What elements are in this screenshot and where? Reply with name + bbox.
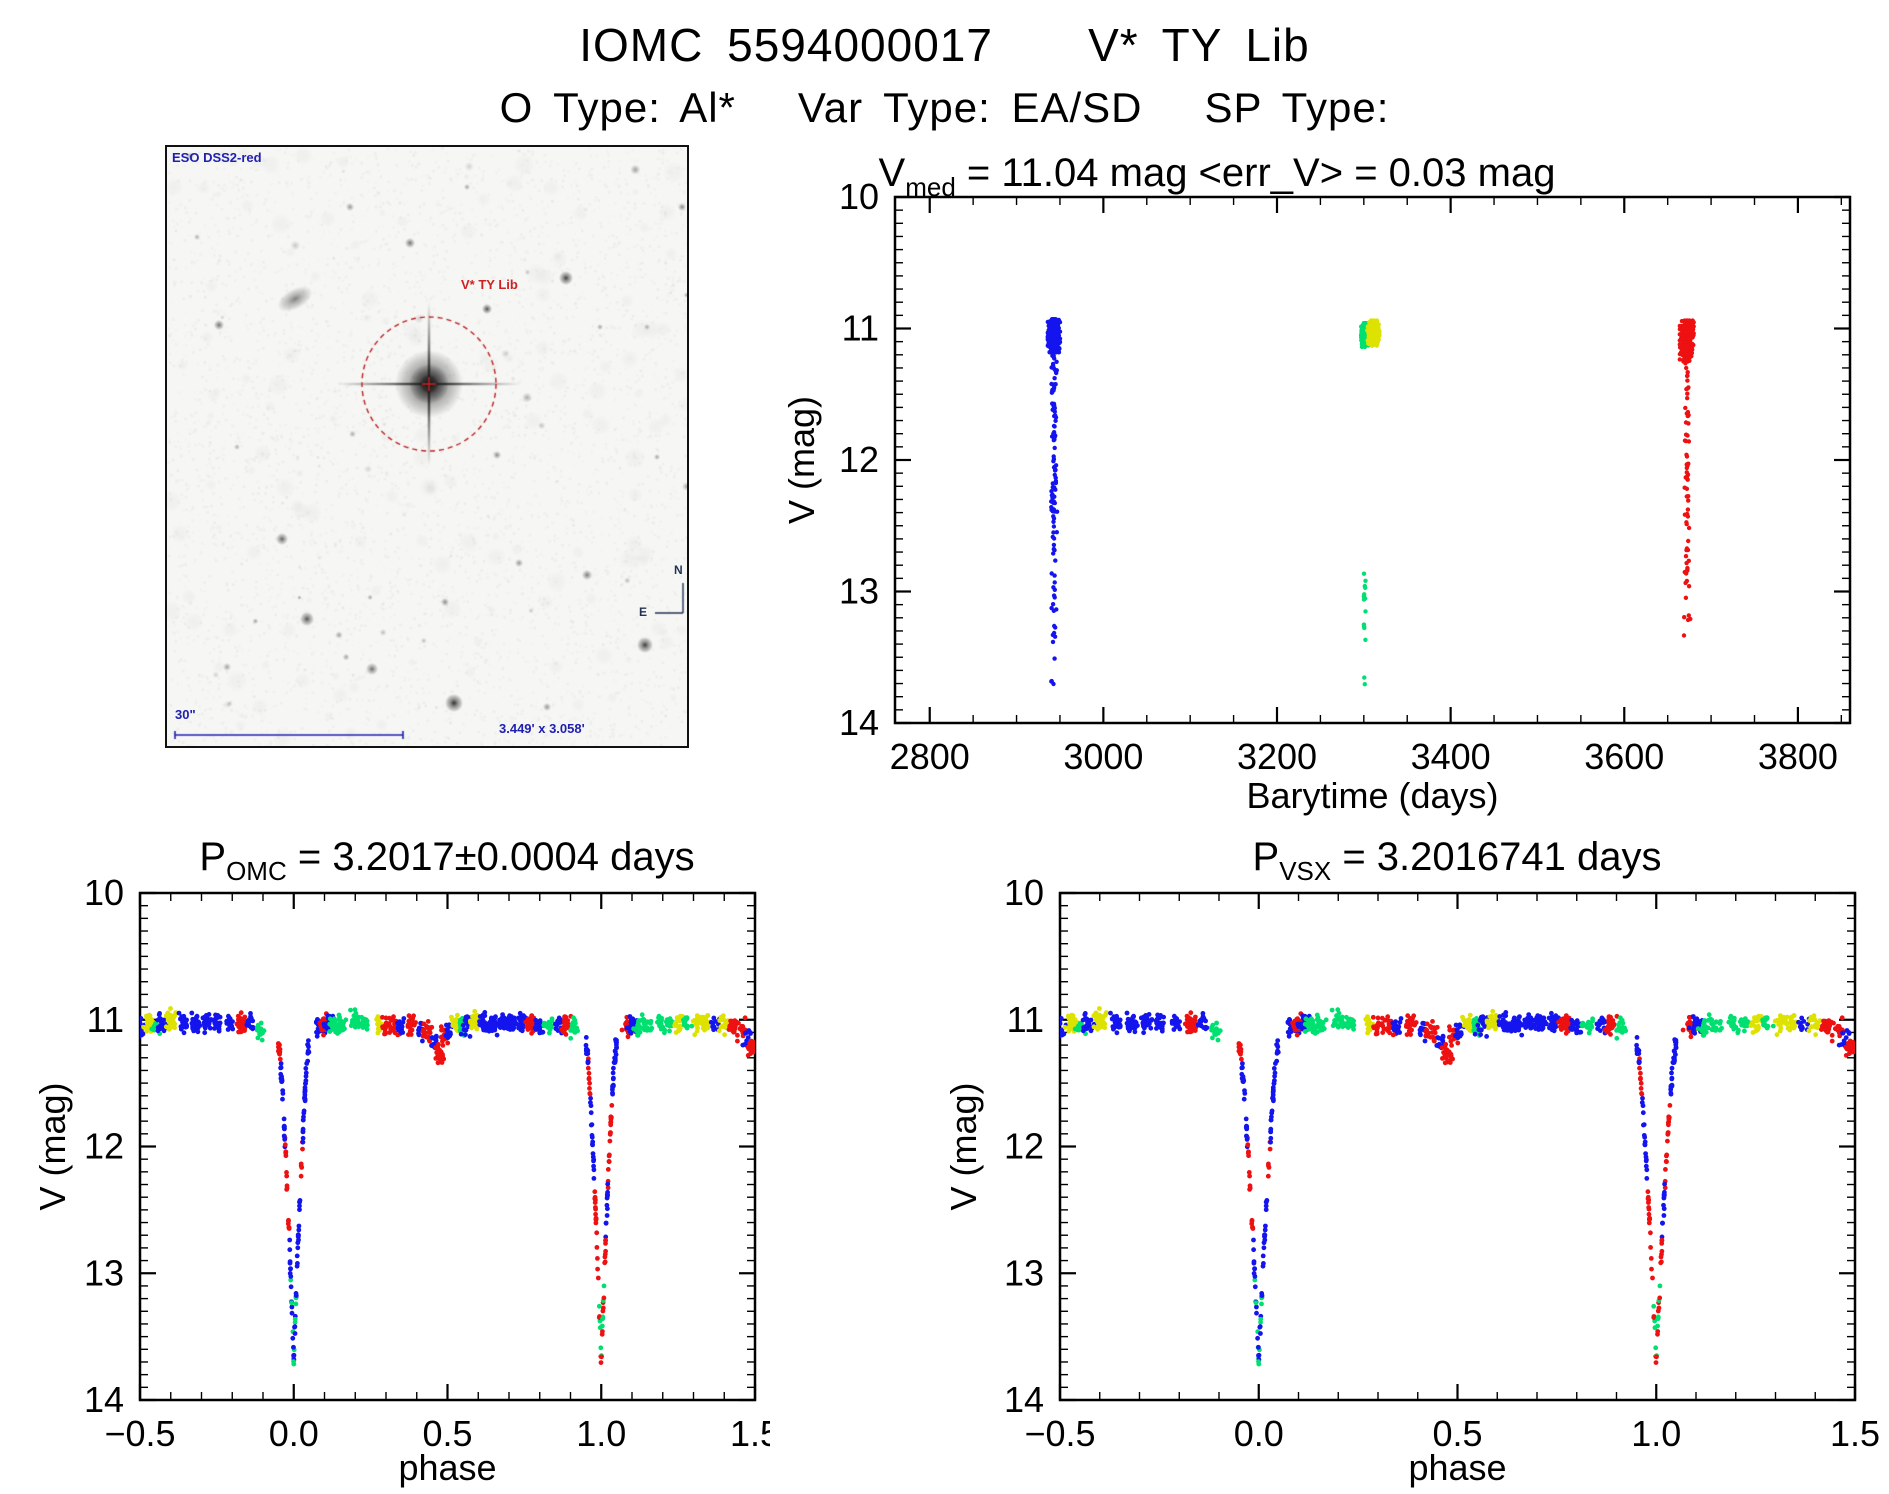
barytime-lightcurve-plot: 2800 3000 3200 3400 3600 3800 10 11 12 13 14 Baryti…: [781, 151, 1852, 816]
svg-text:V (mag): V (mag): [32, 1082, 73, 1210]
svg-text:10: 10: [1004, 872, 1044, 913]
svg-text:14: 14: [1004, 1379, 1044, 1420]
svg-text:phase: phase: [1408, 1447, 1506, 1488]
svg-text:V (mag): V (mag): [781, 396, 822, 524]
svg-text:−0.5: −0.5: [104, 1413, 175, 1454]
vsx-phase-folded-plot: −0.5 0.0 0.5 1.0 1.5 10 11 12 13 14 phase V (mag) PV…: [943, 835, 1880, 1488]
svg-text:PVSX = 3.2016741 days: PVSX = 3.2016741 days: [1253, 835, 1662, 886]
compass-north-label: N: [674, 563, 683, 577]
finding-chart: ESO DSS2-red V* TY Lib 30" 3.449' x 3.05…: [165, 145, 689, 748]
field-of-view-label: 3.449' x 3.058': [499, 721, 585, 736]
svg-text:Vmed = 11.04 mag <err_V> = 0.0: Vmed = 11.04 mag <err_V> = 0.03 mag: [879, 151, 1556, 202]
svg-text:0.0: 0.0: [269, 1413, 319, 1454]
svg-text:14: 14: [84, 1379, 124, 1420]
compass-east-label: E: [639, 605, 648, 619]
svg-text:13: 13: [84, 1252, 124, 1293]
svg-text:POMC = 3.2017±0.0004 days: POMC = 3.2017±0.0004 days: [199, 835, 694, 886]
svg-text:0.5: 0.5: [422, 1413, 472, 1454]
svg-text:13: 13: [1004, 1252, 1044, 1293]
svg-text:3000: 3000: [1063, 736, 1143, 777]
target-star-label: V* TY Lib: [461, 277, 518, 292]
omc-phase-folded-plot: −0.5 0.0 0.5 1.0 1.5 10 11 12 13 14 phase V (mag) PO…: [32, 835, 770, 1488]
svg-text:3200: 3200: [1237, 736, 1317, 777]
svg-text:10: 10: [839, 176, 879, 217]
svg-text:3600: 3600: [1584, 736, 1664, 777]
svg-text:3400: 3400: [1411, 736, 1491, 777]
page-subtitle: O Type: Al* Var Type: EA/SD SP Type:: [499, 84, 1390, 131]
svg-text:2800: 2800: [890, 736, 970, 777]
svg-text:3800: 3800: [1758, 736, 1838, 777]
svg-text:1.0: 1.0: [1631, 1413, 1681, 1454]
svg-text:−0.5: −0.5: [1024, 1413, 1095, 1454]
survey-label: ESO DSS2-red: [172, 150, 262, 165]
svg-text:1.0: 1.0: [576, 1413, 626, 1454]
svg-text:1.5: 1.5: [730, 1413, 770, 1454]
svg-text:11: 11: [87, 999, 124, 1040]
svg-text:0.5: 0.5: [1432, 1413, 1482, 1454]
svg-text:12: 12: [839, 439, 879, 480]
scale-bar-label: 30": [175, 707, 196, 722]
svg-text:11: 11: [842, 308, 879, 349]
svg-text:1.5: 1.5: [1830, 1413, 1880, 1454]
svg-text:phase: phase: [398, 1447, 496, 1488]
svg-text:10: 10: [84, 872, 124, 913]
svg-text:12: 12: [84, 1126, 124, 1167]
page-title: IOMC 5594000017 V* TY Lib: [579, 19, 1310, 71]
sky-image-canvas: [167, 147, 687, 746]
svg-text:Barytime (days): Barytime (days): [1246, 775, 1498, 816]
svg-text:12: 12: [1004, 1126, 1044, 1167]
svg-text:14: 14: [839, 702, 879, 743]
svg-text:V (mag): V (mag): [943, 1082, 984, 1210]
svg-text:11: 11: [1007, 999, 1044, 1040]
svg-text:13: 13: [839, 571, 879, 612]
svg-text:0.0: 0.0: [1234, 1413, 1284, 1454]
